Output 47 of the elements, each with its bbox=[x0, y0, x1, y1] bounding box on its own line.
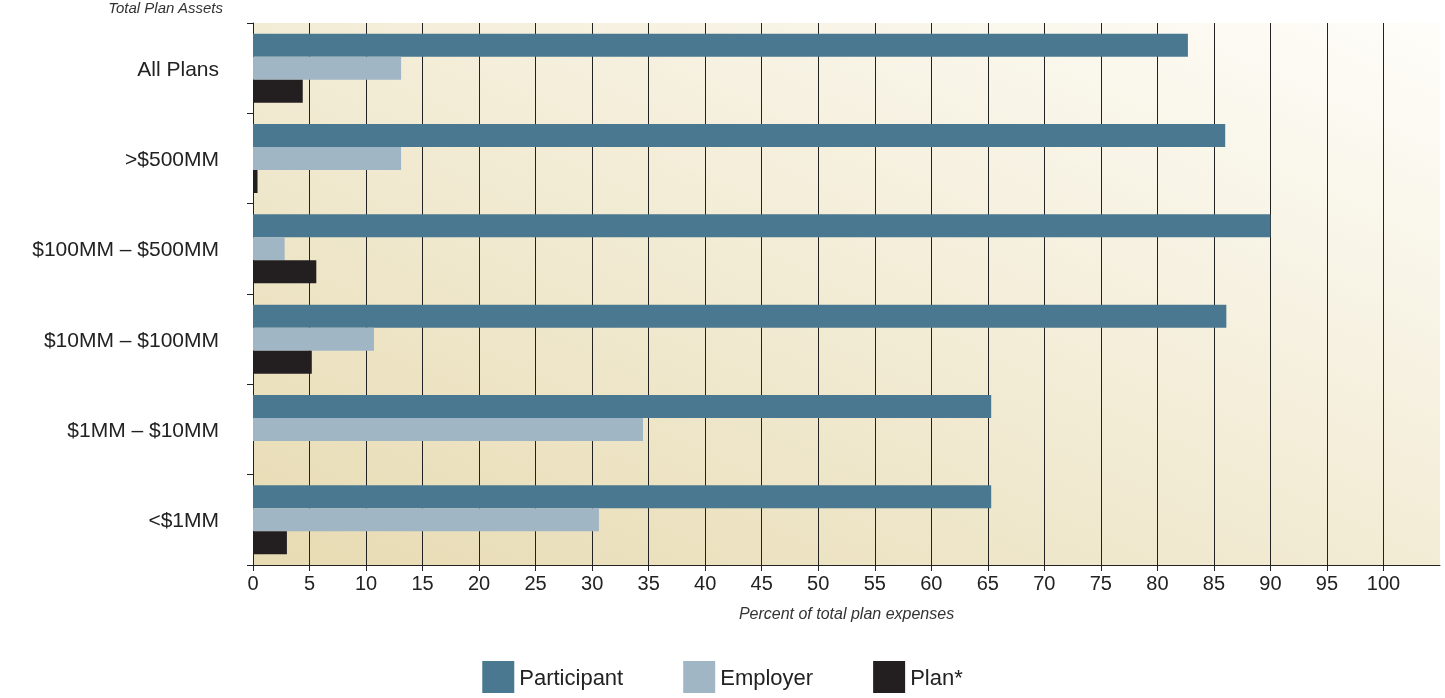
bar bbox=[253, 170, 258, 193]
bar bbox=[253, 214, 1271, 238]
bar bbox=[253, 327, 374, 351]
x-tick-label: 35 bbox=[637, 572, 660, 594]
legend-label: Participant bbox=[519, 664, 624, 690]
x-tick-label: 90 bbox=[1259, 572, 1282, 594]
bar bbox=[253, 33, 1188, 57]
bar bbox=[253, 531, 287, 555]
x-tick-label: 20 bbox=[467, 572, 491, 594]
x-tick-label: 65 bbox=[976, 572, 999, 594]
x-tick-label: 5 bbox=[303, 572, 316, 594]
x-tick-label: 50 bbox=[807, 572, 830, 594]
x-tick-label: 10 bbox=[354, 572, 378, 594]
y-tick-label: $10MM – $100MM bbox=[43, 327, 219, 351]
x-tick-label: 40 bbox=[694, 572, 717, 594]
x-tick-label: 55 bbox=[863, 572, 886, 594]
x-tick-label: 95 bbox=[1315, 572, 1339, 594]
bar bbox=[253, 395, 992, 418]
x-tick-label: 100 bbox=[1366, 572, 1401, 594]
y-tick-label: $100MM – $500MM bbox=[32, 237, 219, 261]
bar bbox=[253, 124, 1226, 147]
x-axis-title: Percent of total plan expenses bbox=[738, 604, 955, 622]
x-tick-label: 60 bbox=[920, 572, 943, 594]
bar bbox=[253, 147, 402, 170]
x-tick-label: 80 bbox=[1146, 572, 1169, 594]
y-tick-label: All Plans bbox=[137, 56, 219, 80]
legend-label: Plan* bbox=[910, 664, 964, 690]
x-tick-label: 85 bbox=[1202, 572, 1226, 594]
x-tick-label: 15 bbox=[411, 572, 434, 594]
bar bbox=[253, 304, 1227, 328]
x-tick-label: 25 bbox=[524, 572, 547, 594]
bar bbox=[253, 485, 992, 509]
x-tick-label: 45 bbox=[750, 572, 773, 594]
x-tick-label: 0 bbox=[247, 572, 259, 594]
y-tick-label: >$500MM bbox=[125, 147, 219, 170]
bar bbox=[253, 237, 285, 261]
bar bbox=[253, 418, 644, 441]
bar bbox=[253, 508, 599, 532]
y-tick-label: <$1MM bbox=[148, 508, 219, 532]
bar bbox=[253, 56, 402, 80]
x-tick-label: 70 bbox=[1033, 572, 1056, 594]
legend-label: Employer bbox=[720, 664, 814, 690]
x-tick-label: 75 bbox=[1089, 572, 1112, 594]
y-axis-title: Total Plan Assets bbox=[108, 0, 224, 16]
x-tick-label: 30 bbox=[581, 572, 604, 594]
bar bbox=[253, 79, 303, 103]
y-tick-label: $1MM – $10MM bbox=[67, 418, 219, 441]
